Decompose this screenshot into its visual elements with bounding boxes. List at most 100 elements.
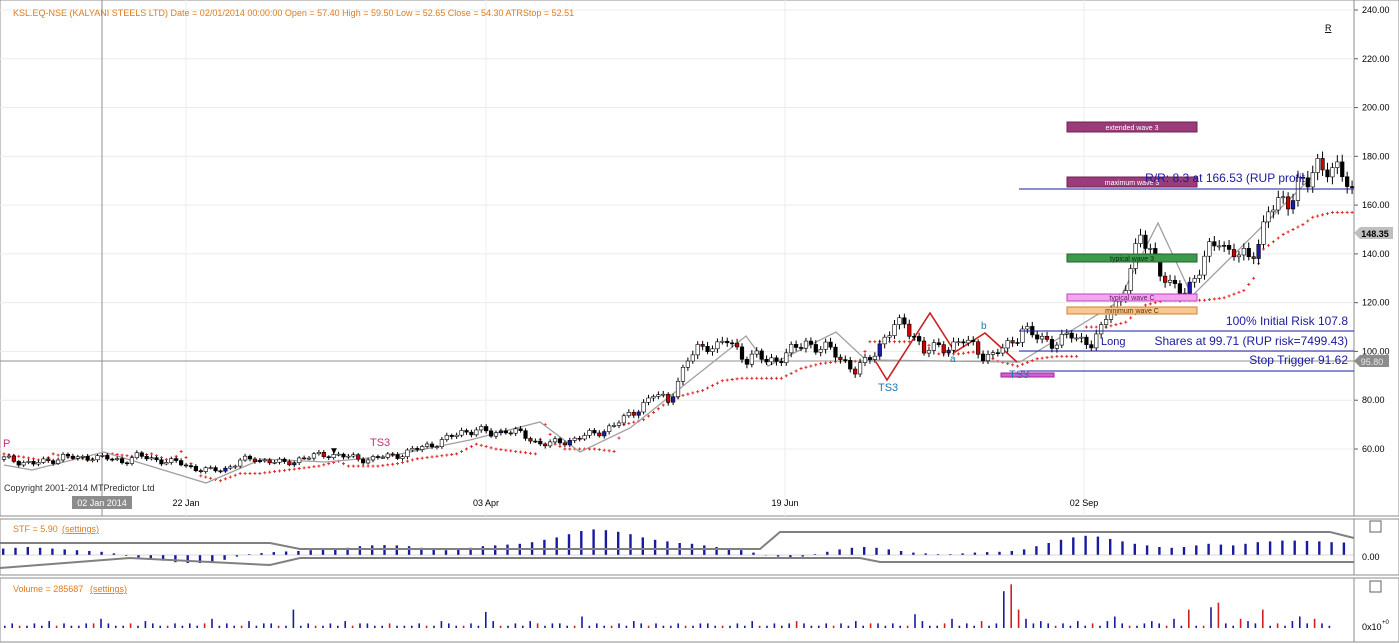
candle-body: [1064, 332, 1069, 335]
candle-body: [1094, 333, 1099, 349]
stf-bar: [51, 548, 54, 555]
candle-body: [921, 340, 927, 354]
atr-stop-dot: [425, 456, 429, 460]
atr-stop-dot: [1020, 362, 1024, 366]
volume-bar: [1091, 623, 1094, 628]
atr-stop-dot: [401, 460, 405, 464]
volume-bar: [159, 625, 161, 628]
candle-body: [725, 340, 730, 344]
candle-body: [661, 393, 666, 396]
stf-bar: [284, 551, 288, 555]
candle-body: [390, 453, 395, 456]
volume-bar: [988, 625, 990, 628]
atr-stop-dot: [632, 420, 636, 424]
volume-bar: [203, 623, 206, 628]
volume-bar: [100, 618, 102, 628]
atr-stop-dot: [1311, 215, 1315, 219]
stf-bar: [555, 537, 558, 555]
atr-stop-dot: [1291, 228, 1295, 231]
stf-panel[interactable]: [0, 518, 1355, 576]
volume-bar: [662, 625, 665, 628]
candle-body: [995, 352, 1000, 354]
volume-bar: [929, 625, 931, 628]
candle-body: [336, 453, 341, 456]
candle-body: [1266, 211, 1271, 223]
candle-body: [272, 461, 277, 464]
stf-bar: [161, 555, 165, 561]
stf-bar: [1256, 542, 1259, 555]
candle-body: [548, 441, 553, 447]
candle-body: [690, 354, 695, 362]
atr-stop-dot: [405, 459, 409, 463]
volume-bar: [677, 623, 679, 628]
stf-bar: [1232, 545, 1235, 555]
minimum-wave-c-box[interactable]: [1066, 306, 1198, 315]
candle-body: [6, 455, 12, 458]
candle-body: [1025, 326, 1030, 330]
candle-body: [1276, 197, 1281, 211]
candle-body: [1084, 336, 1089, 345]
atr-stop-dot: [956, 352, 960, 356]
typical-wave-c-box[interactable]: [1066, 293, 1198, 302]
atr-stop-dot: [627, 421, 631, 425]
maximum-wave3-box[interactable]: [1066, 176, 1198, 188]
atr-stop-dot: [297, 467, 301, 471]
volume-panel-toggle[interactable]: [1369, 580, 1382, 593]
candle-body: [474, 429, 479, 436]
candle-body: [164, 462, 169, 465]
atr-stop-dot: [770, 376, 774, 380]
volume-bar: [921, 621, 924, 628]
volume-settings-link[interactable]: (settings): [90, 584, 127, 594]
atr-stop-dot: [558, 445, 562, 449]
candle-body: [902, 317, 907, 325]
atr-stop-dot: [1114, 323, 1118, 327]
volume-panel[interactable]: [0, 577, 1355, 643]
r-marker[interactable]: R: [1325, 23, 1332, 33]
triangle-marker: ▼: [329, 446, 339, 457]
stf-settings-link[interactable]: (settings): [62, 524, 99, 534]
atr-stop-dot: [273, 470, 277, 474]
stf-bar: [629, 534, 632, 555]
volume-bar: [78, 625, 80, 628]
stf-bar: [1342, 542, 1346, 555]
candle-body: [1246, 248, 1251, 258]
stf-label: STF = 5.90: [13, 524, 58, 534]
stf-bar: [432, 548, 435, 555]
candle-body: [892, 324, 897, 336]
atr-stop-dot: [706, 386, 710, 390]
atr-stop-dot: [460, 449, 464, 453]
y-tick-label: 180.00: [1362, 151, 1390, 161]
volume-bar: [973, 625, 975, 628]
candle-body: [734, 342, 740, 348]
atr-stop-dot: [120, 453, 124, 457]
atr-stop-dot: [1296, 225, 1300, 229]
stf-bar: [653, 539, 657, 555]
volume-bar: [314, 625, 317, 628]
atr-stop-dot: [455, 452, 459, 456]
atr-stop-dot: [238, 471, 242, 475]
candle-body: [848, 360, 853, 370]
atr-stop-dot: [533, 452, 537, 456]
extended-wave3-box[interactable]: [1066, 121, 1198, 133]
atr-stop-dot: [1232, 292, 1236, 296]
atr-stop-dot: [789, 371, 793, 375]
y-tick-label: 160.00: [1362, 200, 1390, 210]
atr-stop-dot: [233, 473, 237, 477]
atr-stop-dot: [1345, 210, 1349, 214]
volume-bar: [277, 625, 280, 628]
volume-bar: [499, 625, 502, 628]
candle-body: [980, 353, 986, 362]
candle-body: [11, 455, 16, 462]
stf-panel-toggle[interactable]: [1369, 520, 1382, 533]
y-tick-label: 220.00: [1362, 54, 1390, 64]
stf-bar: [641, 537, 644, 555]
volume-bar: [795, 621, 798, 628]
volume-bar: [1210, 607, 1212, 628]
typical-wave3-box[interactable]: [1066, 253, 1198, 263]
candle-body: [302, 457, 307, 460]
candle-body: [946, 349, 951, 353]
volume-bar: [144, 621, 147, 628]
volume-bar: [773, 623, 776, 628]
atr-stop-dot: [410, 458, 414, 462]
